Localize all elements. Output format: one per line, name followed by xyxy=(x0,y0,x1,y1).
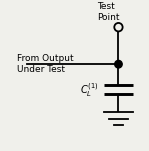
Text: Test
Point: Test Point xyxy=(97,2,119,22)
Circle shape xyxy=(115,60,122,68)
Text: $C_L^{(1)}$: $C_L^{(1)}$ xyxy=(80,81,99,99)
Text: From Output
Under Test: From Output Under Test xyxy=(17,54,74,74)
